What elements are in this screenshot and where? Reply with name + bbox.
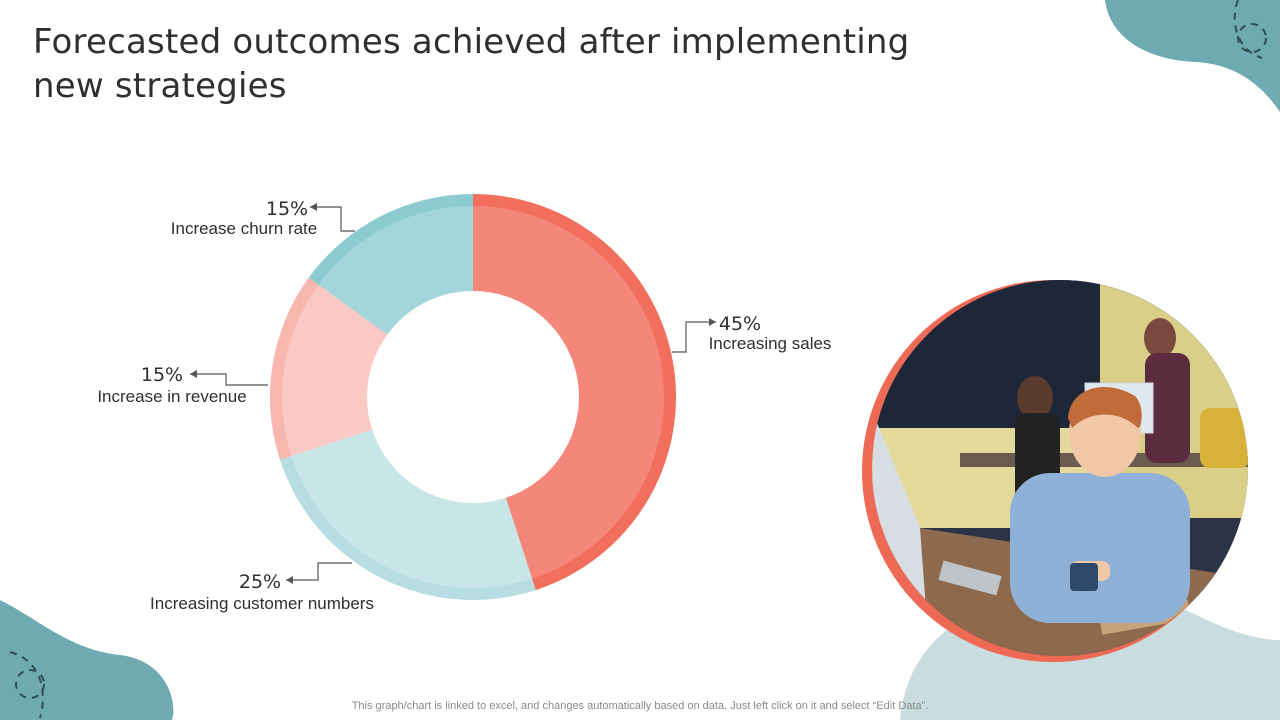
leader-line bbox=[286, 562, 352, 581]
slice-value-label: 45% bbox=[719, 313, 761, 335]
leader-arrow bbox=[190, 370, 197, 378]
slice-category-label: Increasing customer numbers bbox=[150, 594, 374, 613]
leader-line bbox=[310, 206, 355, 232]
slice-value-label: 15% bbox=[266, 198, 308, 220]
leader-line bbox=[190, 373, 268, 386]
slice-outer-band bbox=[269, 277, 321, 460]
slice-outer-band bbox=[279, 455, 536, 600]
donut-slice bbox=[473, 206, 664, 579]
slice-category-label: Increase in revenue bbox=[97, 387, 246, 406]
slice-category-label: Increasing sales bbox=[709, 334, 832, 353]
slice-value-label: 15% bbox=[141, 364, 183, 386]
leader-arrow bbox=[286, 576, 293, 584]
bottom-left-dashed-ornament bbox=[9, 651, 45, 719]
footnote: This graph/chart is linked to excel, and… bbox=[351, 700, 929, 712]
top-right-dashed-ornament bbox=[1233, 0, 1267, 59]
donut-slice bbox=[291, 429, 533, 588]
leader-line bbox=[672, 321, 716, 353]
donut-slice bbox=[318, 206, 473, 335]
leader-arrow bbox=[310, 203, 317, 211]
leader-arrow bbox=[709, 318, 716, 326]
page-title: Forecasted outcomes achieved after imple… bbox=[33, 22, 910, 106]
donut-slice bbox=[281, 284, 388, 457]
slice-category-label: Increase churn rate bbox=[171, 219, 317, 238]
office-photo bbox=[862, 280, 1248, 662]
slice-value-label: 25% bbox=[239, 571, 281, 593]
